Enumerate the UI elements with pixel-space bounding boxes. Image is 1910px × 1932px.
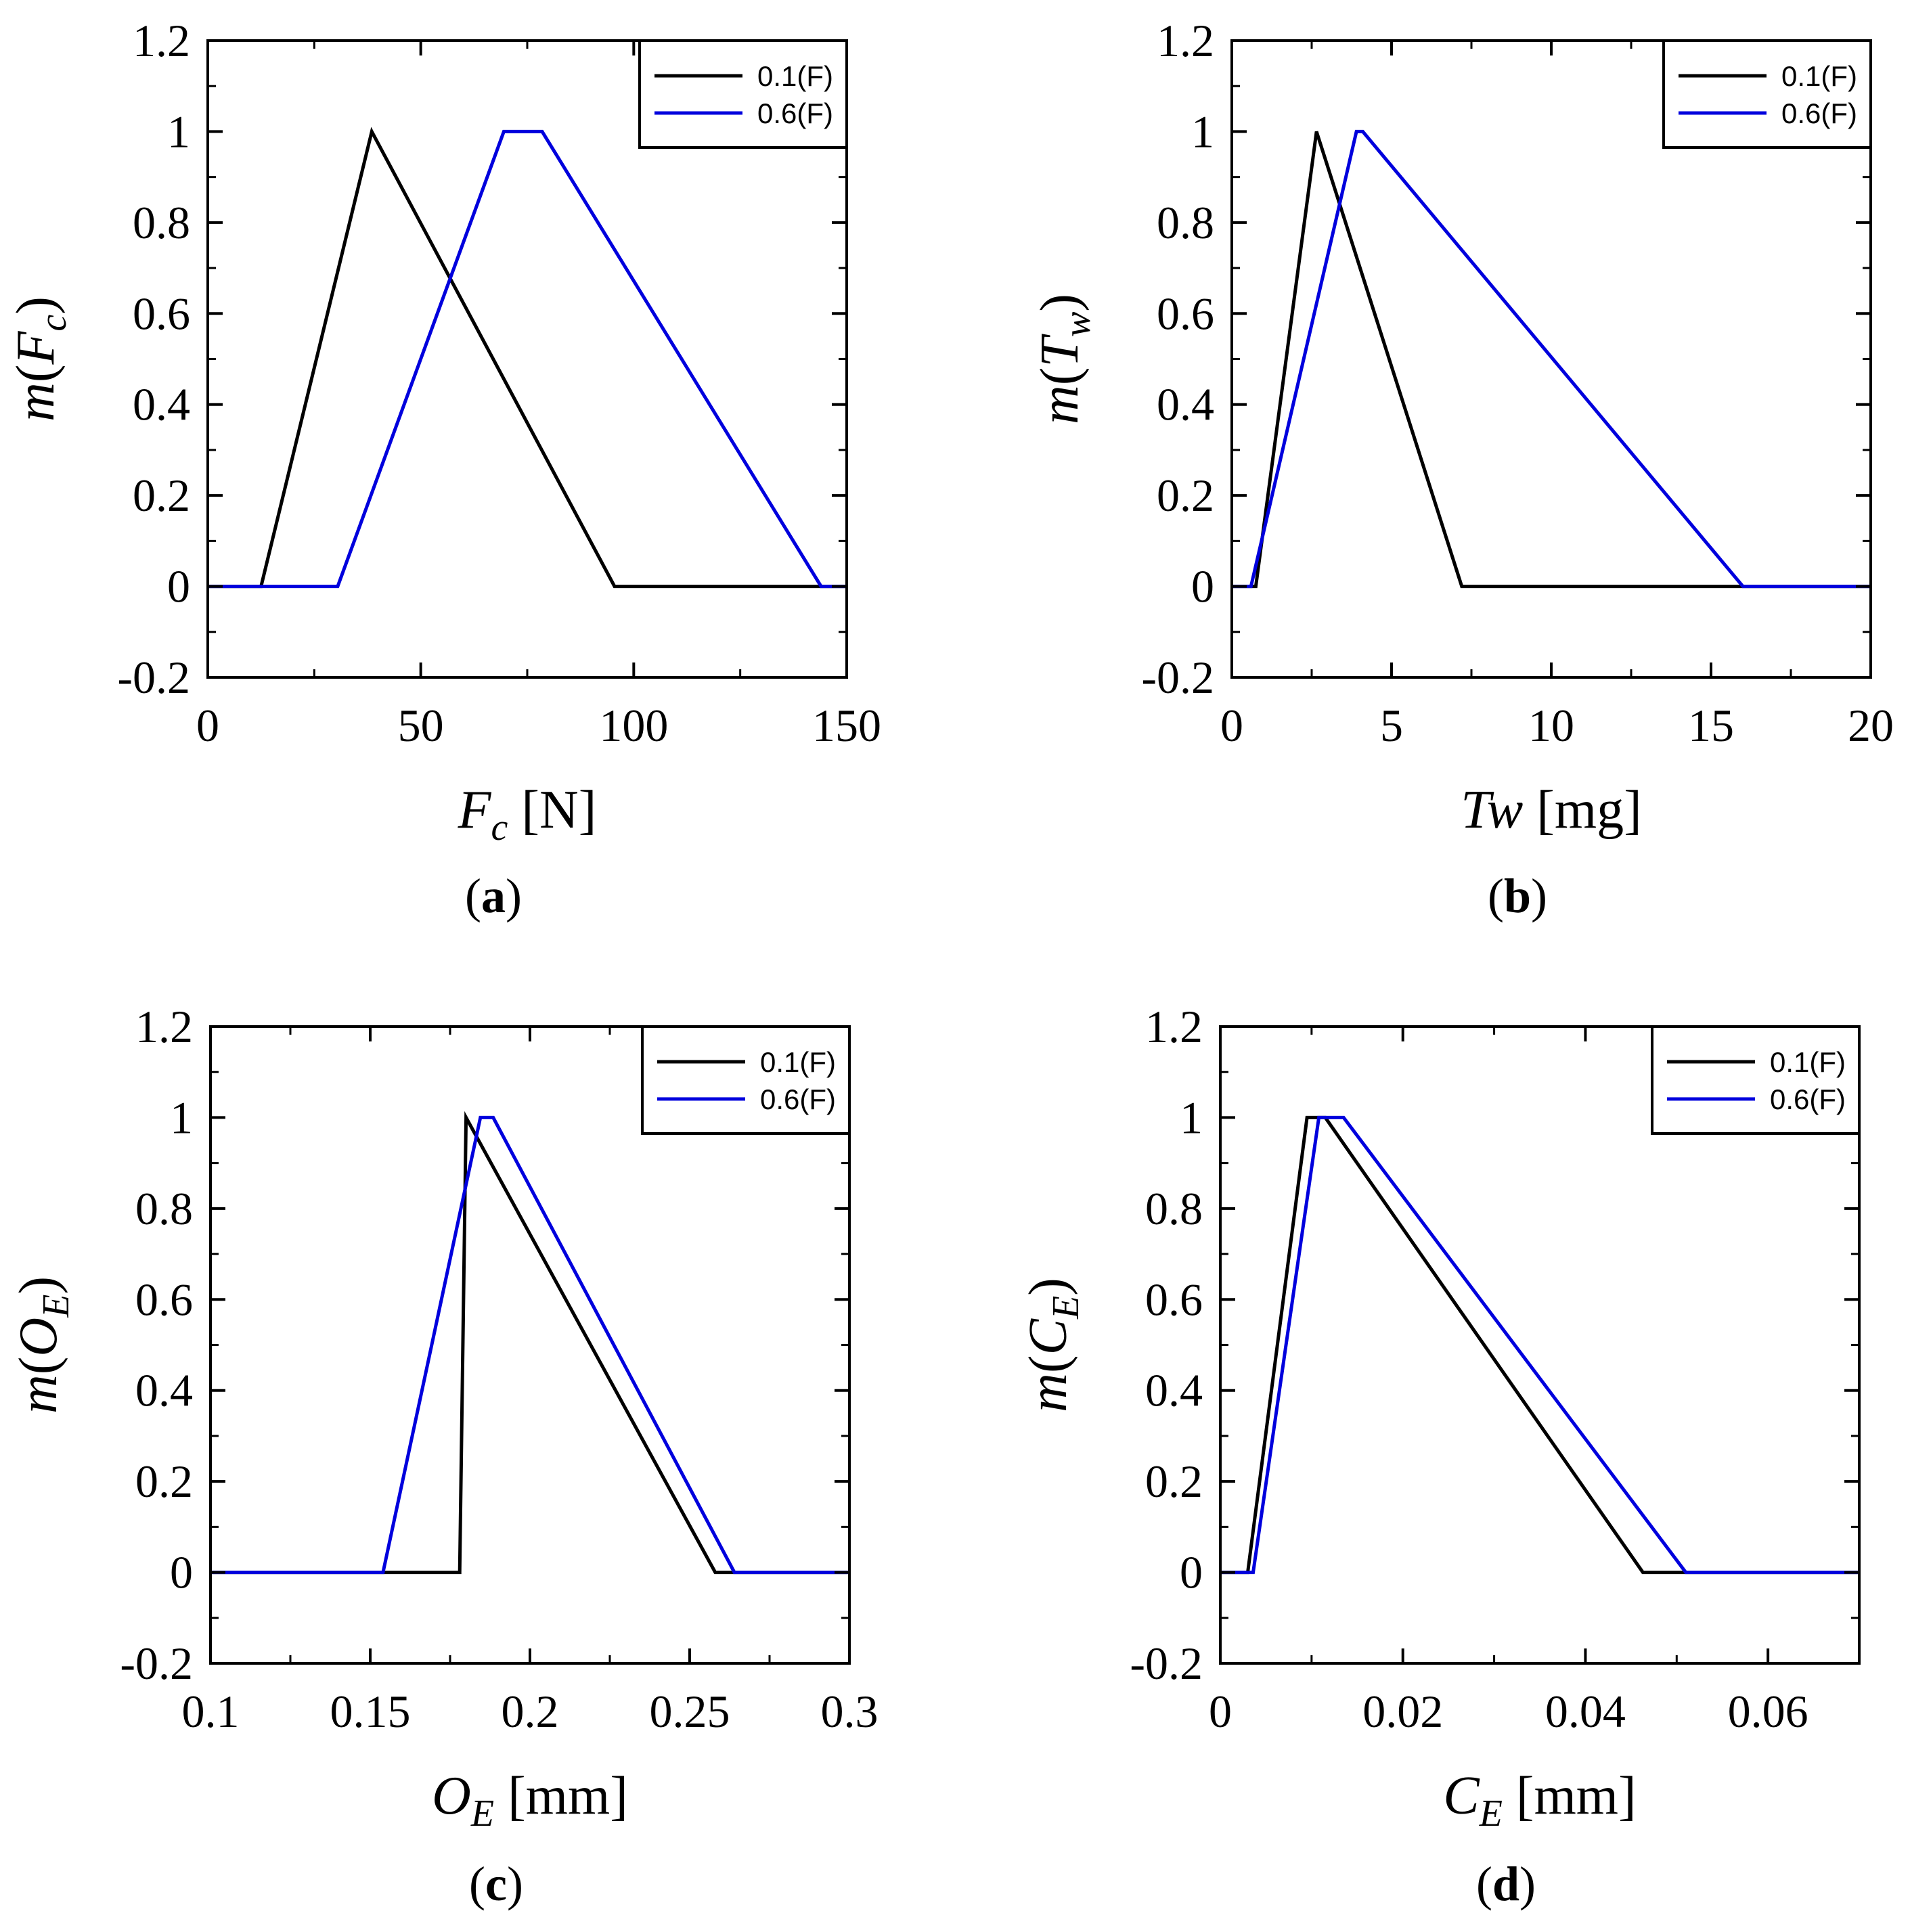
- ytick-label: -0.2: [120, 1638, 193, 1689]
- x-axis-label: CE [mm]: [1443, 1766, 1636, 1835]
- ytick-label: 0: [170, 1547, 193, 1598]
- y-axis-label: m(CE): [1019, 1278, 1087, 1412]
- panel-a: -0.200.20.40.60.811.20 50 100 1500.1(F)0.6(…: [6, 15, 881, 923]
- xtick-label: 0.25: [650, 1686, 730, 1737]
- panel-b: -0.200.20.40.60.811.20 5 10 15 200.1(F)0.6(F…: [1030, 15, 1894, 923]
- ytick-label: 0.8: [1157, 197, 1214, 248]
- panel-label: (b): [1488, 869, 1547, 923]
- xtick-label: 0.3: [821, 1686, 879, 1737]
- xtick-label: 0: [1220, 700, 1243, 751]
- panel-label: (d): [1476, 1857, 1536, 1911]
- ytick-label: -0.2: [1130, 1638, 1203, 1689]
- ytick-label: 1.2: [1157, 15, 1214, 66]
- legend-label: 0.1(F): [1770, 1046, 1846, 1078]
- legend: [641, 1025, 851, 1135]
- ytick-label: 0: [1191, 561, 1214, 612]
- panel-label: (c): [469, 1857, 523, 1911]
- series-line-high-c: [210, 1115, 849, 1575]
- xtick-label: 15: [1688, 700, 1734, 751]
- ytick-label: 0.8: [1145, 1183, 1203, 1234]
- ytick-label: -0.2: [117, 652, 190, 703]
- x-axis-label: Tw [mg]: [1461, 780, 1641, 840]
- xtick-label: 0.15: [330, 1686, 411, 1737]
- legend: [638, 39, 848, 149]
- ytick-label: 0.4: [1157, 379, 1214, 430]
- xtick-label: 0.1: [182, 1686, 240, 1737]
- legend-label: 0.6(F): [757, 97, 833, 129]
- ytick-label: 0: [167, 561, 190, 612]
- xtick-label: 0: [196, 700, 219, 751]
- xtick-label: 0: [1209, 1686, 1232, 1737]
- ytick-label: 0.6: [1157, 288, 1214, 339]
- ytick-label: 0.2: [133, 470, 190, 521]
- legend-label: 0.1(F): [757, 60, 833, 92]
- ytick-label: 0.6: [1145, 1274, 1203, 1325]
- legend: [1662, 39, 1872, 149]
- series-line-low-d: [1220, 1115, 1859, 1575]
- panel-label: (a): [465, 869, 522, 923]
- ytick-label: 1.2: [133, 15, 190, 66]
- ytick-label: 1.2: [135, 1001, 193, 1052]
- y-axis-label: m(OE): [9, 1276, 77, 1414]
- ytick-label: 1: [170, 1092, 193, 1143]
- xtick-label: 10: [1528, 700, 1574, 751]
- xtick-label: 150: [812, 700, 881, 751]
- xtick-label: 0.06: [1728, 1686, 1808, 1737]
- legend-label: 0.1(F): [760, 1046, 836, 1078]
- ytick-label: 0.4: [135, 1365, 193, 1416]
- xtick-label: 0.04: [1545, 1686, 1626, 1737]
- panel-c: -0.2 0 0.2 0.4 0.6 0.8 1 1.2 0.1 0.15 0.2 0.25 0.3 0.…: [9, 1001, 879, 1911]
- ytick-label: 0.6: [135, 1274, 193, 1325]
- series-line-high-a: [208, 129, 847, 589]
- legend-label: 0.6(F): [1770, 1083, 1846, 1115]
- legend-label: 0.1(F): [1781, 60, 1857, 92]
- ytick-label: 1: [1191, 106, 1214, 157]
- ytick-label: 1: [167, 106, 190, 157]
- y-axis-label: m(Fc): [6, 296, 74, 422]
- y-axis-label: m(Tw): [1030, 294, 1098, 424]
- ytick-label: 0.4: [1145, 1365, 1203, 1416]
- legend-label: 0.6(F): [1781, 97, 1857, 129]
- ytick-label: 0: [1180, 1547, 1203, 1598]
- series-line-high-d: [1220, 1115, 1859, 1575]
- ytick-label: 0.8: [133, 197, 190, 248]
- xtick-label: 50: [398, 700, 444, 751]
- ytick-label: 0.4: [133, 379, 190, 430]
- xtick-label: 100: [599, 700, 668, 751]
- ytick-label: 0.8: [135, 1183, 193, 1234]
- legend-label: 0.6(F): [760, 1083, 836, 1115]
- ytick-label: 0.2: [135, 1456, 193, 1507]
- ytick-label: 0.6: [133, 288, 190, 339]
- xtick-label: 20: [1848, 700, 1894, 751]
- x-axis-label: OE [mm]: [432, 1766, 628, 1835]
- legend: [1651, 1025, 1861, 1135]
- ytick-label: 0.2: [1157, 470, 1214, 521]
- panel-d: -0.200.20.40.60.811.20 0.02 0.04 0.060.1(F)…: [1019, 1001, 1861, 1911]
- series-line-high-b: [1232, 129, 1871, 589]
- ytick-label: 0.2: [1145, 1456, 1203, 1507]
- xtick-label: 0.02: [1362, 1686, 1443, 1737]
- ytick-label: 1: [1180, 1092, 1203, 1143]
- xtick-label: 5: [1380, 700, 1403, 751]
- ytick-label: 1.2: [1145, 1001, 1203, 1052]
- x-axis-label: Fc [N]: [458, 780, 597, 849]
- ytick-label: -0.2: [1141, 652, 1214, 703]
- xtick-label: 0.2: [502, 1686, 559, 1737]
- series-line-low-a: [208, 127, 847, 589]
